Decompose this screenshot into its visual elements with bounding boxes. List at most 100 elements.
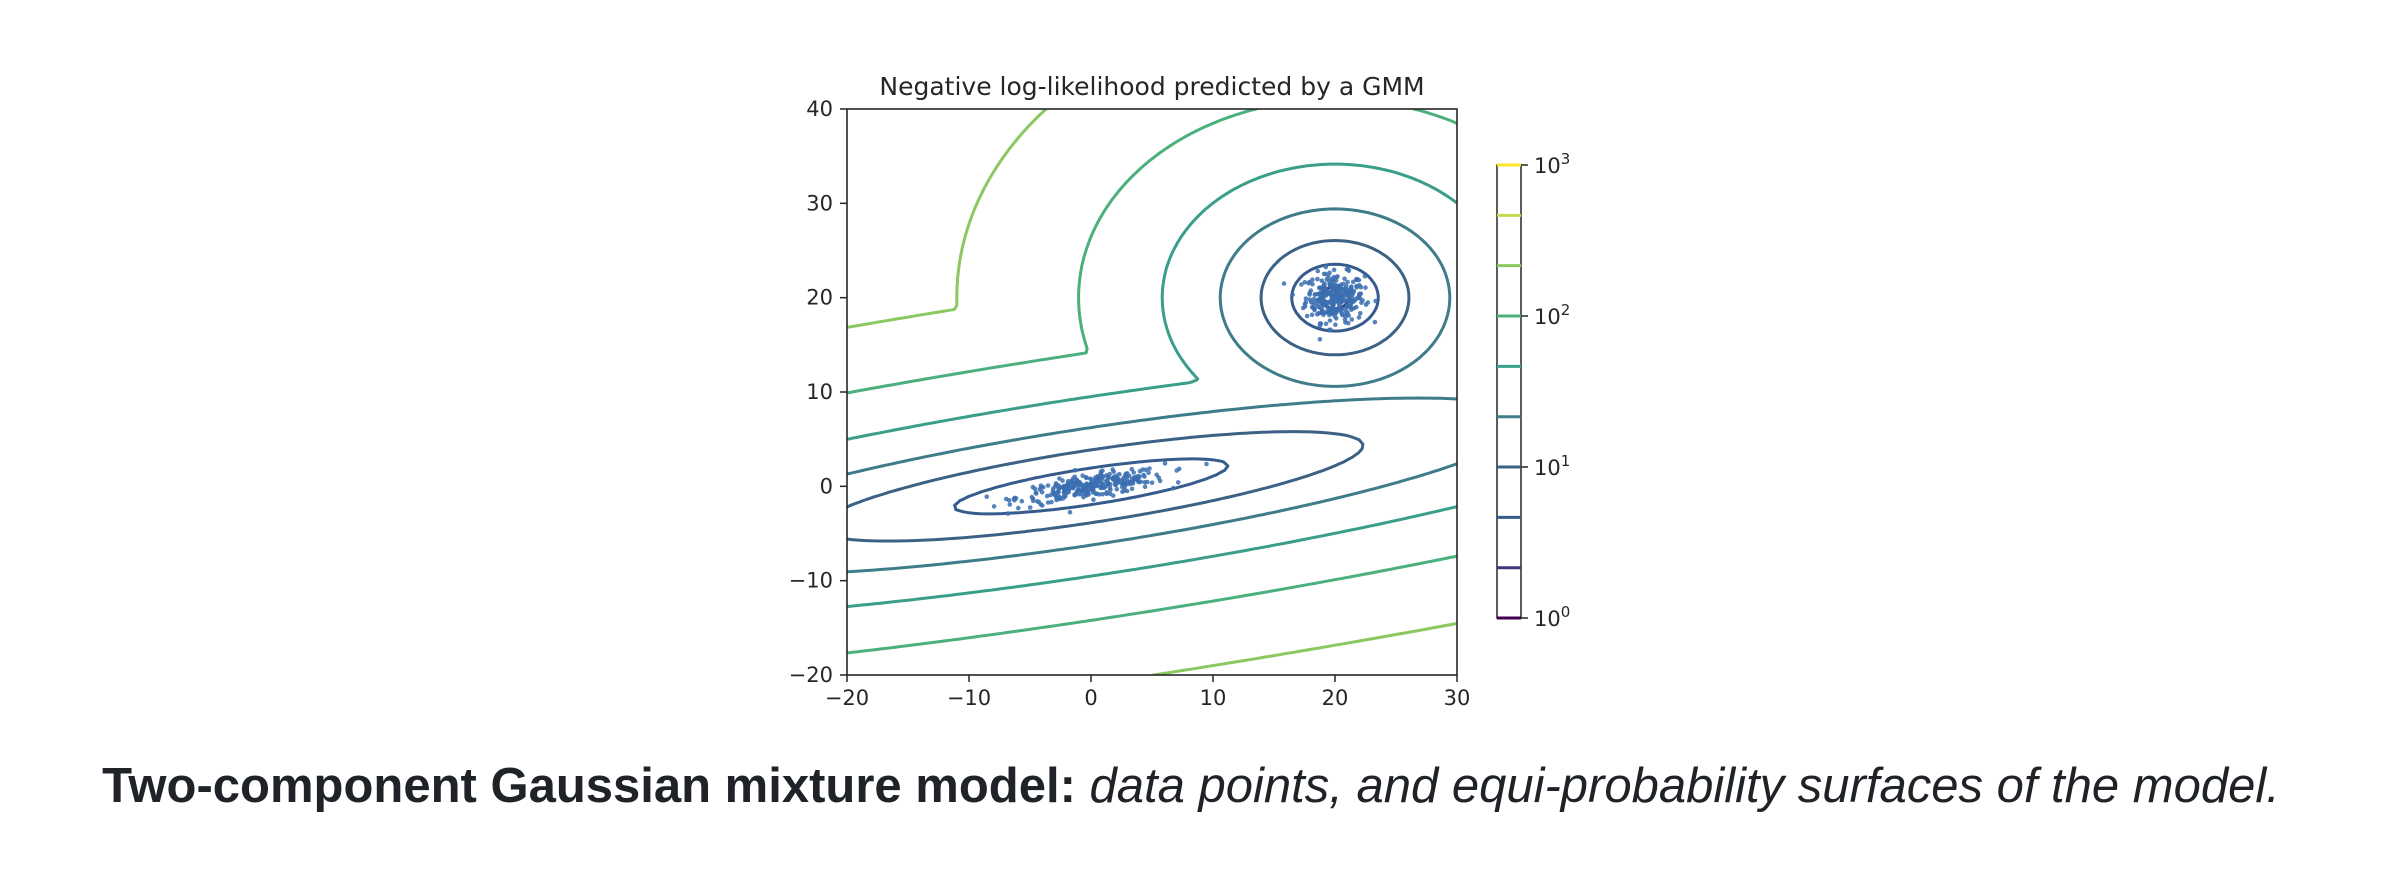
data-point bbox=[1358, 284, 1364, 290]
data-point bbox=[1318, 290, 1323, 295]
data-point bbox=[1330, 309, 1335, 315]
data-point bbox=[1067, 482, 1072, 488]
x-tick-label: −20 bbox=[825, 686, 869, 710]
x-tick-label: −10 bbox=[947, 686, 991, 710]
data-point bbox=[1339, 294, 1344, 299]
data-point bbox=[1334, 283, 1340, 289]
data-point bbox=[1323, 321, 1329, 327]
data-point bbox=[1027, 505, 1033, 510]
x-tick-label: 10 bbox=[1200, 686, 1227, 710]
data-point bbox=[1350, 279, 1356, 285]
data-point bbox=[1135, 478, 1141, 483]
data-point bbox=[1311, 305, 1317, 311]
data-point bbox=[1117, 471, 1122, 477]
data-point bbox=[1373, 298, 1378, 304]
x-tick-label: 20 bbox=[1322, 686, 1349, 710]
data-point bbox=[1328, 289, 1334, 295]
data-point bbox=[1304, 313, 1310, 319]
caption-description: data points, and equi-probability surfac… bbox=[1075, 759, 2280, 813]
data-point bbox=[1344, 287, 1349, 292]
data-point bbox=[1337, 307, 1342, 313]
data-point bbox=[1120, 489, 1125, 495]
data-point bbox=[1089, 487, 1094, 492]
data-point bbox=[1075, 487, 1081, 493]
data-point bbox=[1074, 477, 1080, 483]
data-point bbox=[1316, 311, 1321, 316]
data-point bbox=[1082, 488, 1088, 494]
data-point bbox=[1346, 268, 1352, 274]
data-point bbox=[1307, 279, 1312, 285]
data-point bbox=[1142, 484, 1148, 490]
data-point bbox=[1345, 320, 1351, 326]
data-point bbox=[1204, 461, 1209, 467]
data-point bbox=[1309, 312, 1315, 318]
data-point bbox=[1315, 276, 1320, 282]
data-point bbox=[1036, 499, 1042, 505]
data-point bbox=[1007, 502, 1013, 507]
y-tick-label: 0 bbox=[820, 474, 833, 498]
data-point bbox=[1354, 277, 1359, 282]
y-tick-label: 10 bbox=[806, 380, 833, 404]
colorbar-frame bbox=[1496, 164, 1522, 619]
y-tick-label: 30 bbox=[806, 191, 833, 215]
data-point bbox=[991, 504, 997, 509]
data-point bbox=[1104, 491, 1109, 497]
data-point bbox=[1072, 468, 1078, 473]
data-point bbox=[1328, 283, 1334, 289]
contour-lines bbox=[847, 109, 1457, 675]
data-point bbox=[1106, 475, 1112, 480]
data-point bbox=[1290, 292, 1295, 298]
data-point bbox=[1057, 476, 1062, 481]
data-point bbox=[1346, 313, 1352, 318]
data-point bbox=[1315, 268, 1321, 274]
data-point bbox=[1097, 492, 1102, 497]
data-point bbox=[1019, 498, 1025, 504]
colorbar: 103 102 101 100 bbox=[1496, 150, 1570, 631]
data-point bbox=[1350, 290, 1356, 296]
contour-line bbox=[847, 207, 1457, 574]
data-point bbox=[1363, 285, 1368, 290]
data-point bbox=[1349, 306, 1355, 311]
data-point bbox=[1091, 482, 1096, 488]
data-point bbox=[1349, 317, 1355, 322]
colorbar-tick-label: 100 bbox=[1534, 603, 1570, 631]
data-point bbox=[1108, 487, 1113, 493]
data-point bbox=[1066, 479, 1071, 484]
data-point bbox=[1146, 470, 1151, 476]
data-point bbox=[1110, 493, 1116, 498]
data-point bbox=[1362, 274, 1368, 279]
data-point bbox=[1124, 477, 1130, 483]
data-point bbox=[1137, 469, 1143, 474]
data-point bbox=[1049, 499, 1054, 505]
data-point bbox=[1103, 484, 1108, 489]
data-point bbox=[1322, 310, 1327, 316]
data-point bbox=[1335, 274, 1340, 279]
data-point bbox=[1317, 337, 1323, 342]
data-point bbox=[1340, 311, 1345, 317]
data-point bbox=[1365, 300, 1371, 305]
data-point bbox=[1348, 286, 1354, 292]
data-point bbox=[1342, 276, 1347, 282]
data-point bbox=[1302, 280, 1308, 285]
data-point bbox=[1327, 312, 1332, 318]
data-point bbox=[1318, 285, 1323, 291]
y-tick-label: −10 bbox=[789, 569, 833, 593]
data-point bbox=[1157, 478, 1163, 484]
data-point bbox=[1033, 490, 1039, 496]
data-point bbox=[1323, 264, 1329, 270]
data-point bbox=[1327, 327, 1332, 333]
x-tick-label: 30 bbox=[1444, 686, 1471, 710]
data-point bbox=[1372, 319, 1378, 325]
data-point bbox=[1327, 318, 1333, 323]
data-point bbox=[1325, 307, 1331, 312]
y-tick-label: 40 bbox=[806, 97, 833, 121]
data-point bbox=[984, 494, 989, 500]
data-point bbox=[1012, 497, 1017, 503]
y-tick-label: 20 bbox=[806, 286, 833, 310]
data-point bbox=[1336, 300, 1341, 306]
contour-line bbox=[847, 162, 1457, 609]
data-point bbox=[1341, 281, 1346, 287]
data-point bbox=[1084, 483, 1090, 489]
y-axis: −20 −10 0 10 20 30 40 bbox=[789, 97, 847, 687]
